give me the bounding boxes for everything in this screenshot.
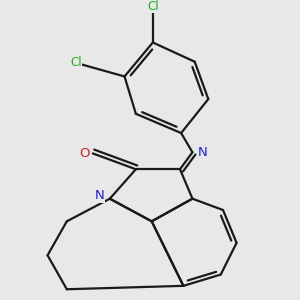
Text: N: N (95, 189, 105, 202)
Text: O: O (79, 147, 90, 160)
Text: Cl: Cl (147, 0, 159, 13)
Text: Cl: Cl (70, 56, 82, 69)
Text: N: N (197, 146, 207, 159)
